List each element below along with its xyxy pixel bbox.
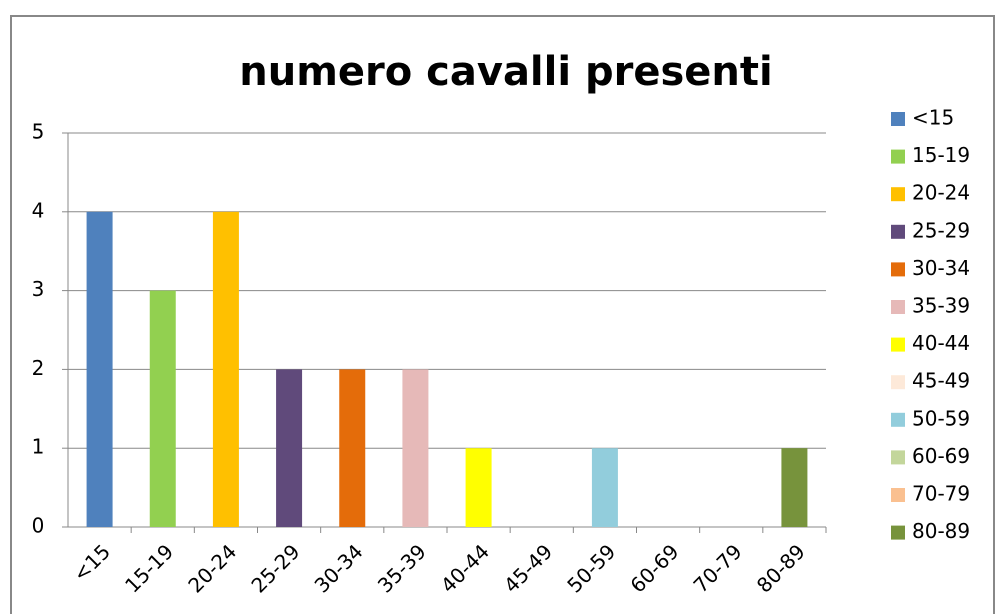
legend-swatch: [891, 262, 905, 277]
legend-label: 50-59: [912, 406, 970, 430]
bar: [339, 369, 366, 527]
legend-swatch: [891, 300, 905, 314]
legend-swatch: [891, 488, 905, 502]
legend-label: 15-19: [912, 143, 970, 167]
y-tick-label: 1: [32, 435, 45, 459]
y-tick-label: 5: [32, 120, 45, 144]
legend-label: 80-89: [912, 519, 970, 543]
y-tick-label: 2: [32, 356, 45, 380]
y-tick-label: 0: [32, 514, 45, 538]
legend-label: 40-44: [912, 331, 970, 355]
bar: [402, 369, 429, 527]
legend-label: 45-49: [912, 369, 970, 393]
legend-swatch: [891, 525, 905, 540]
legend-label: 25-29: [912, 218, 970, 242]
bar: [86, 211, 113, 528]
legend-label: 20-24: [912, 181, 970, 205]
legend-label: 35-39: [912, 294, 970, 318]
legend-label: <15: [912, 106, 954, 130]
chart-title: numero cavalli presenti: [239, 49, 772, 95]
legend-swatch: [891, 224, 905, 239]
legend-label: 60-69: [912, 444, 970, 468]
bar: [781, 448, 808, 527]
legend-swatch: [891, 187, 905, 202]
bar: [276, 369, 303, 527]
legend-swatch: [891, 375, 905, 390]
y-tick-label: 3: [32, 277, 45, 301]
legend-label: 70-79: [912, 482, 970, 506]
bar: [465, 448, 492, 527]
legend-label: 30-34: [912, 256, 970, 280]
legend-swatch: [891, 112, 905, 126]
bar: [591, 448, 618, 527]
legend-swatch: [891, 337, 905, 352]
bar: [149, 290, 176, 527]
bar: [212, 211, 239, 528]
legend-swatch: [891, 412, 905, 427]
y-tick-label: 4: [32, 198, 45, 222]
legend-swatch: [891, 450, 905, 465]
legend-swatch: [891, 149, 905, 164]
